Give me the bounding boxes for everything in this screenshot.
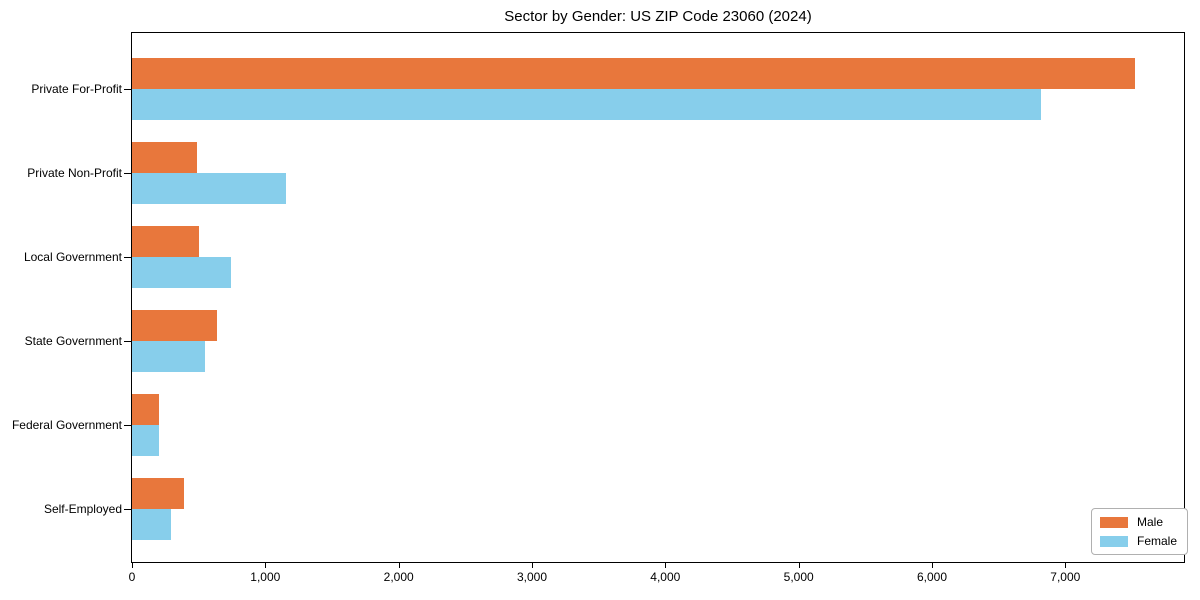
x-tick-mark — [532, 563, 533, 568]
x-tick-mark — [398, 563, 400, 568]
legend-label-male: Male — [1137, 515, 1164, 529]
legend: Male Female — [1091, 508, 1189, 555]
bar-male-self-employed — [132, 478, 184, 509]
y-axis-label-state-government: State Government — [24, 334, 122, 348]
y-axis-label-federal-government: Federal Government — [11, 418, 122, 432]
bar-male-private-for-profit — [132, 58, 1135, 89]
x-tick-mark — [265, 563, 267, 568]
x-tick-label: 3,000 — [516, 570, 548, 584]
bar-male-private-non-profit — [132, 142, 198, 173]
y-axis-label-private-for-profit: Private For-Profit — [31, 82, 122, 96]
x-tick-label: 7,000 — [1050, 570, 1081, 584]
bar-female-private-for-profit — [132, 89, 1042, 120]
plot-area — [131, 32, 1185, 563]
x-tick-mark — [932, 563, 933, 568]
y-tick-mark — [124, 89, 131, 90]
x-tick-label: 0 — [128, 570, 136, 584]
y-tick-mark — [124, 173, 131, 174]
bar-female-self-employed — [132, 509, 171, 540]
bar-male-state-government — [132, 310, 217, 341]
y-tick-mark — [124, 425, 131, 426]
x-tick-label: 5,000 — [783, 570, 814, 584]
bar-male-local-government — [132, 226, 200, 257]
x-tick-label: 4,000 — [650, 570, 681, 584]
y-axis-label-private-non-profit: Private Non-Profit — [27, 166, 122, 180]
bar-male-federal-government — [132, 394, 160, 425]
legend-swatch-female — [1100, 535, 1128, 547]
x-tick-label: 1,000 — [250, 570, 281, 584]
x-tick-mark — [798, 563, 800, 568]
x-tick-mark — [665, 563, 667, 568]
y-tick-mark — [124, 509, 131, 510]
bar-female-state-government — [132, 341, 206, 372]
y-tick-mark — [124, 257, 131, 258]
x-tick-mark — [1065, 563, 1067, 568]
x-tick-label: 6,000 — [916, 570, 948, 584]
chart-title: Sector by Gender: US ZIP Code 23060 (202… — [504, 8, 812, 25]
y-axis-label-local-government: Local Government — [23, 250, 122, 264]
legend-entry-male: Male — [1100, 516, 1177, 528]
bar-female-local-government — [132, 257, 231, 288]
legend-label-female: Female — [1137, 534, 1178, 548]
legend-swatch-male — [1100, 516, 1128, 528]
y-tick-mark — [124, 341, 131, 342]
bar-female-federal-government — [132, 425, 159, 456]
y-axis-label-self-employed: Self-Employed — [43, 502, 122, 516]
x-tick-label: 2,000 — [383, 570, 414, 584]
bar-female-private-non-profit — [132, 173, 286, 204]
legend-entry-female: Female — [1100, 535, 1177, 547]
x-tick-mark — [132, 563, 133, 568]
